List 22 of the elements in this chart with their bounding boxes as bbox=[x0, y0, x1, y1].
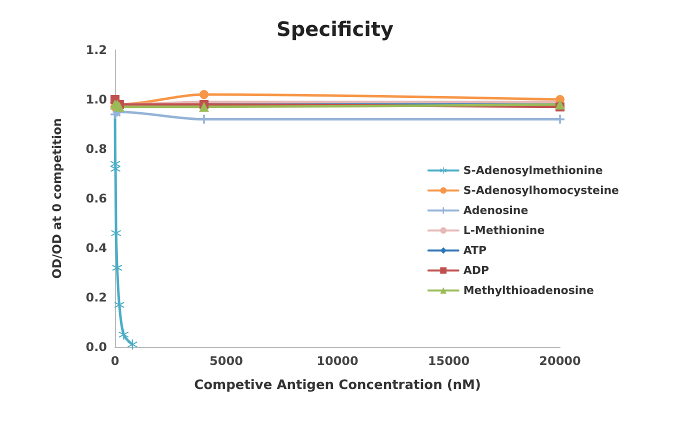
x-tick-label: 20000 bbox=[539, 354, 581, 368]
x-tick-label: 5000 bbox=[210, 354, 243, 368]
y-tick-label: 0.8 bbox=[86, 142, 107, 156]
x-axis-title: Competive Antigen Concentration (nM) bbox=[194, 378, 481, 393]
legend-label: ADP bbox=[463, 264, 490, 277]
legend-label: S-Adenosylmethionine bbox=[463, 164, 603, 177]
y-tick-label: 0.4 bbox=[86, 241, 107, 255]
legend-label: Adenosine bbox=[463, 204, 528, 217]
y-tick-label: 1.2 bbox=[86, 43, 107, 57]
y-tick-label: 0.0 bbox=[86, 340, 107, 354]
legend-label: S-Adenosylhomocysteine bbox=[463, 184, 619, 197]
legend-label: ATP bbox=[463, 244, 487, 257]
legend-label: Methylthioadenosine bbox=[463, 284, 594, 297]
x-tick-label: 0 bbox=[110, 354, 120, 368]
y-tick-label: 1.0 bbox=[86, 92, 107, 106]
y-tick-label: 0.2 bbox=[86, 290, 107, 304]
x-tick-label: 15000 bbox=[428, 354, 470, 368]
y-tick-label: 0.6 bbox=[86, 192, 107, 206]
chart-title: Specificity bbox=[276, 17, 394, 41]
legend-label: L-Methionine bbox=[463, 224, 545, 237]
y-axis-title: OD/OD at 0 competition bbox=[50, 118, 64, 279]
x-tick-label: 10000 bbox=[316, 354, 358, 368]
